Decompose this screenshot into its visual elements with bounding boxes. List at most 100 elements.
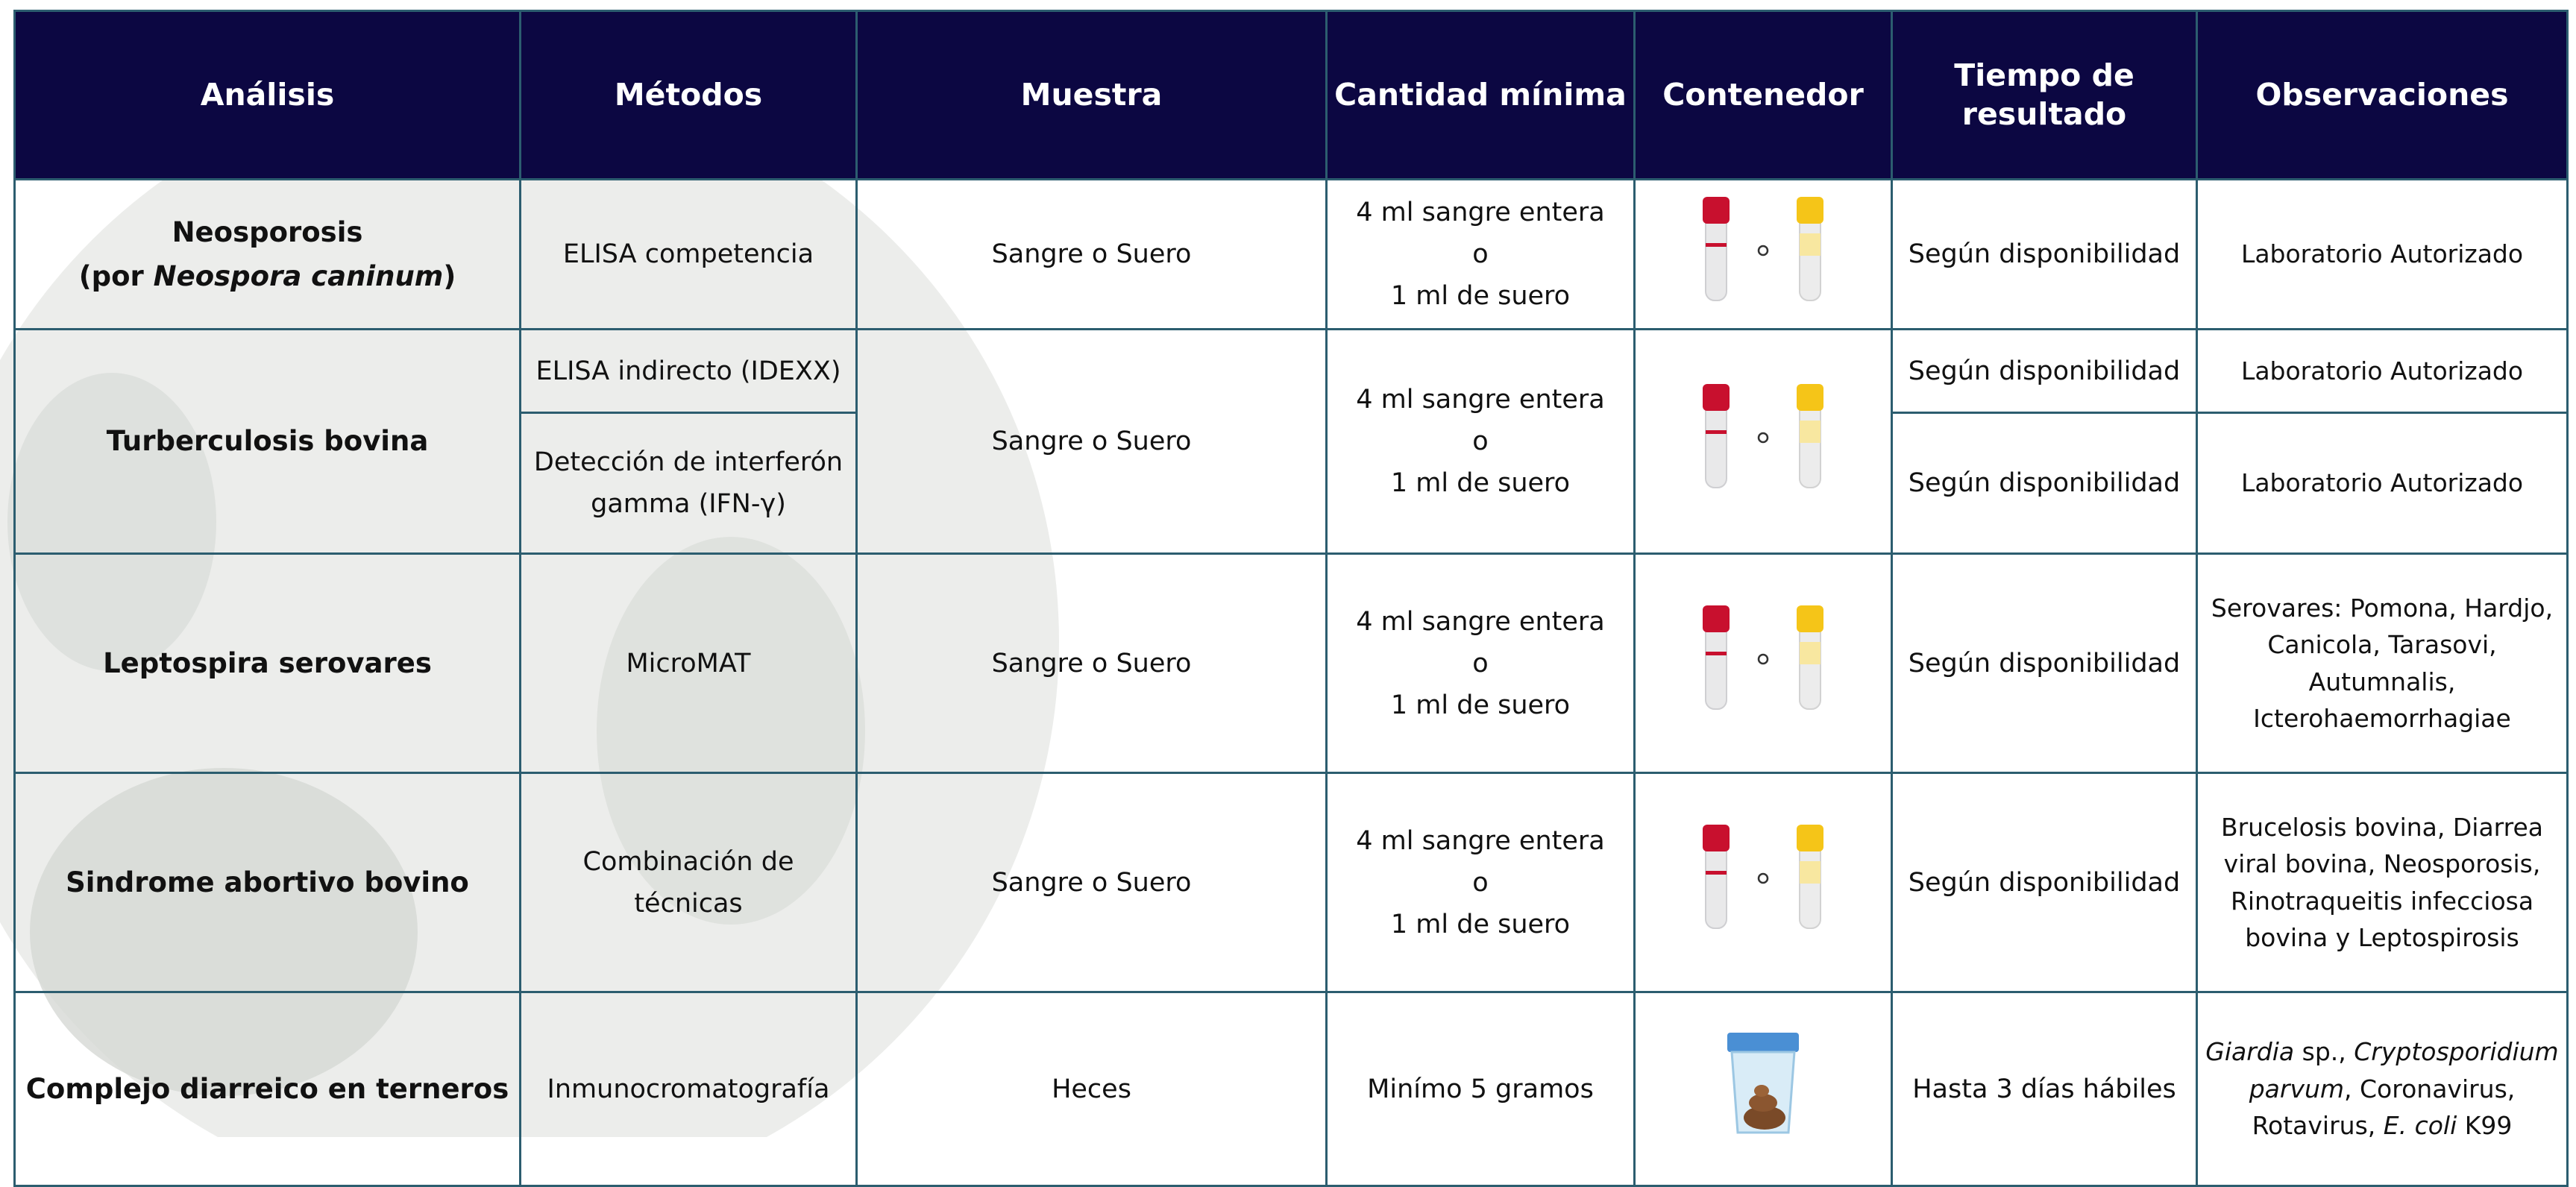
text: Sindrome abortivo bovino — [66, 866, 469, 898]
text: 4 ml sangre entera — [1356, 825, 1605, 856]
text: Complejo diarreico en terneros — [25, 1072, 509, 1105]
header-row: Análisis Métodos Muestra Cantidad mínima Con… — [13, 10, 2569, 180]
analysis-table: Análisis Métodos Muestra Cantidad mínima Con… — [13, 10, 2569, 1187]
line: o — [1333, 862, 1627, 904]
quantity-cell: 4 ml sangre entera o 1 ml de suero — [1325, 178, 1636, 330]
quantity-cell: 4 ml sangre entera o 1 ml de suero — [1325, 328, 1636, 555]
line: Turberculosis bovina — [22, 419, 513, 463]
text: Sangre o Suero — [991, 426, 1192, 456]
text: 4 ml sangre entera — [1356, 385, 1605, 415]
line: 1 ml de suero — [1333, 684, 1627, 726]
container-cell — [1633, 178, 1893, 330]
line: 4 ml sangre entera — [1333, 192, 1627, 233]
line: Laboratorio Autorizado — [2204, 353, 2560, 390]
text: Según disponibilidad — [1908, 867, 2181, 898]
observations-cell: Serovares: Pomona, Hardjo, Canicola, Tar… — [2196, 552, 2569, 774]
time-cell: Según disponibilidad — [1891, 412, 2198, 555]
text: o — [1472, 426, 1489, 456]
line: o — [1333, 233, 1627, 275]
text: MicroMAT — [626, 648, 751, 678]
header-cell: Muestra — [855, 10, 1328, 180]
text: Giardia — [2205, 1037, 2295, 1067]
line: Laboratorio Autorizado — [2204, 236, 2560, 273]
text: E. coli — [2383, 1111, 2457, 1141]
text: ELISA indirecto (IDEXX) — [535, 356, 841, 386]
header-cell: Observaciones — [2196, 10, 2569, 180]
text: K99 — [2457, 1111, 2513, 1141]
table-row: Detección de interferón gamma (IFN-γ) Seg… — [15, 412, 2569, 555]
tube-icons — [1703, 196, 1823, 301]
text: Laboratorio Autorizado — [2240, 356, 2524, 385]
text: Según disponibilidad — [1908, 239, 2181, 269]
text: Sangre o Suero — [991, 867, 1192, 898]
text: Detección de interferón gamma (IFN-γ) — [533, 447, 844, 519]
text: o — [1472, 867, 1489, 898]
container-cell — [1633, 552, 1893, 774]
observations-cell: Laboratorio Autorizado — [2196, 178, 2569, 330]
method-cell: Combinación de técnicas — [519, 772, 858, 993]
method-cell: ELISA competencia — [519, 178, 858, 330]
line: 1 ml de suero — [1333, 275, 1627, 317]
observations-cell: Brucelosis bovina, Diarrea viral bovina,… — [2196, 772, 2569, 993]
sample-cell: Sangre o Suero — [855, 328, 1328, 555]
time-cell: Según disponibilidad — [1891, 552, 2198, 774]
analysis-cell: Neosporosis (por Neospora caninum) — [13, 178, 521, 330]
line: Brucelosis bovina, Diarrea viral bovina,… — [2204, 809, 2560, 957]
text: (por — [78, 260, 154, 292]
header-cell: Métodos — [519, 10, 858, 180]
line: Serovares: Pomona, Hardjo, Canicola, Tar… — [2204, 590, 2560, 737]
analysis-cell: Sindrome abortivo bovino — [13, 772, 521, 993]
line: o — [1333, 643, 1627, 684]
sample-cell: Heces — [855, 991, 1328, 1187]
line: 4 ml sangre entera — [1333, 820, 1627, 862]
text: Tiempo de resultado — [1954, 57, 2134, 132]
text: Laboratorio Autorizado — [2240, 468, 2524, 498]
header-cell: Cantidad mínima — [1325, 10, 1636, 180]
time-cell: Según disponibilidad — [1891, 328, 2198, 414]
text: Leptospira serovares — [103, 646, 432, 679]
time-cell: Según disponibilidad — [1891, 178, 2198, 330]
text: Cantidad mínima — [1334, 76, 1627, 113]
cup-icon — [1727, 1033, 1799, 1134]
text: Contenedor — [1662, 76, 1864, 113]
tube-icons — [1703, 383, 1823, 488]
line: Complejo diarreico en terneros — [22, 1067, 513, 1111]
page-body: Análisis Métodos Muestra Cantidad mínima Con… — [0, 10, 2569, 1187]
time-cell: Según disponibilidad — [1891, 772, 2198, 993]
method-cell: Inmunocromatografía — [519, 991, 858, 1187]
text: o — [1472, 239, 1489, 269]
header-cell: Tiempo de resultado — [1891, 10, 2198, 180]
text: 1 ml de suero — [1390, 468, 1571, 498]
text: Sangre o Suero — [991, 648, 1192, 678]
container-cell — [1633, 328, 1893, 555]
analysis-cell: Leptospira serovares — [13, 552, 521, 774]
line: (por Neospora caninum) — [22, 254, 513, 298]
text: Turberculosis bovina — [106, 425, 429, 458]
text: 4 ml sangre entera — [1356, 198, 1605, 227]
method-cell: MicroMAT — [519, 552, 858, 774]
tube-icons — [1703, 605, 1823, 710]
table-row: Sindrome abortivo bovino Combinación de t… — [13, 772, 2569, 993]
tube-icons — [1703, 825, 1823, 929]
table-row: Neosporosis (por Neospora caninum) ELISA c… — [13, 178, 2569, 330]
quantity-cell: 4 ml sangre entera o 1 ml de suero — [1325, 772, 1636, 993]
line: o — [1333, 421, 1627, 462]
table-row: Turberculosis bovina ELISA indirecto (IDE… — [13, 328, 2569, 555]
text: Neosporosis — [172, 215, 363, 248]
sample-cell: Sangre o Suero — [855, 772, 1328, 993]
observations-cell: Laboratorio Autorizado — [2196, 328, 2569, 414]
sample-cell: Sangre o Suero — [855, 552, 1328, 774]
line: Giardia sp., Cryptosporidium parvum, Cor… — [2204, 1033, 2560, 1145]
text: 1 ml de suero — [1390, 281, 1571, 311]
page: Tabla de análisis {"table": { "header": … — [0, 10, 2569, 1187]
text: sp., — [2294, 1037, 2354, 1067]
table-row: Complejo diarreico en terneros Inmunocrom… — [13, 991, 2569, 1187]
container-cell — [1633, 772, 1893, 993]
text: Observaciones — [2255, 76, 2509, 113]
text: Combinación de técnicas — [582, 846, 794, 919]
line: 1 ml de suero — [1333, 462, 1627, 504]
text: , Coronavirus, Rotavirus, — [2252, 1074, 2516, 1141]
text: Según disponibilidad — [1908, 356, 2181, 386]
table-row: Leptospira serovares MicroMAT Sangre o Sue… — [13, 552, 2569, 774]
text: Brucelosis bovina, Diarrea viral bovina,… — [2220, 812, 2544, 953]
